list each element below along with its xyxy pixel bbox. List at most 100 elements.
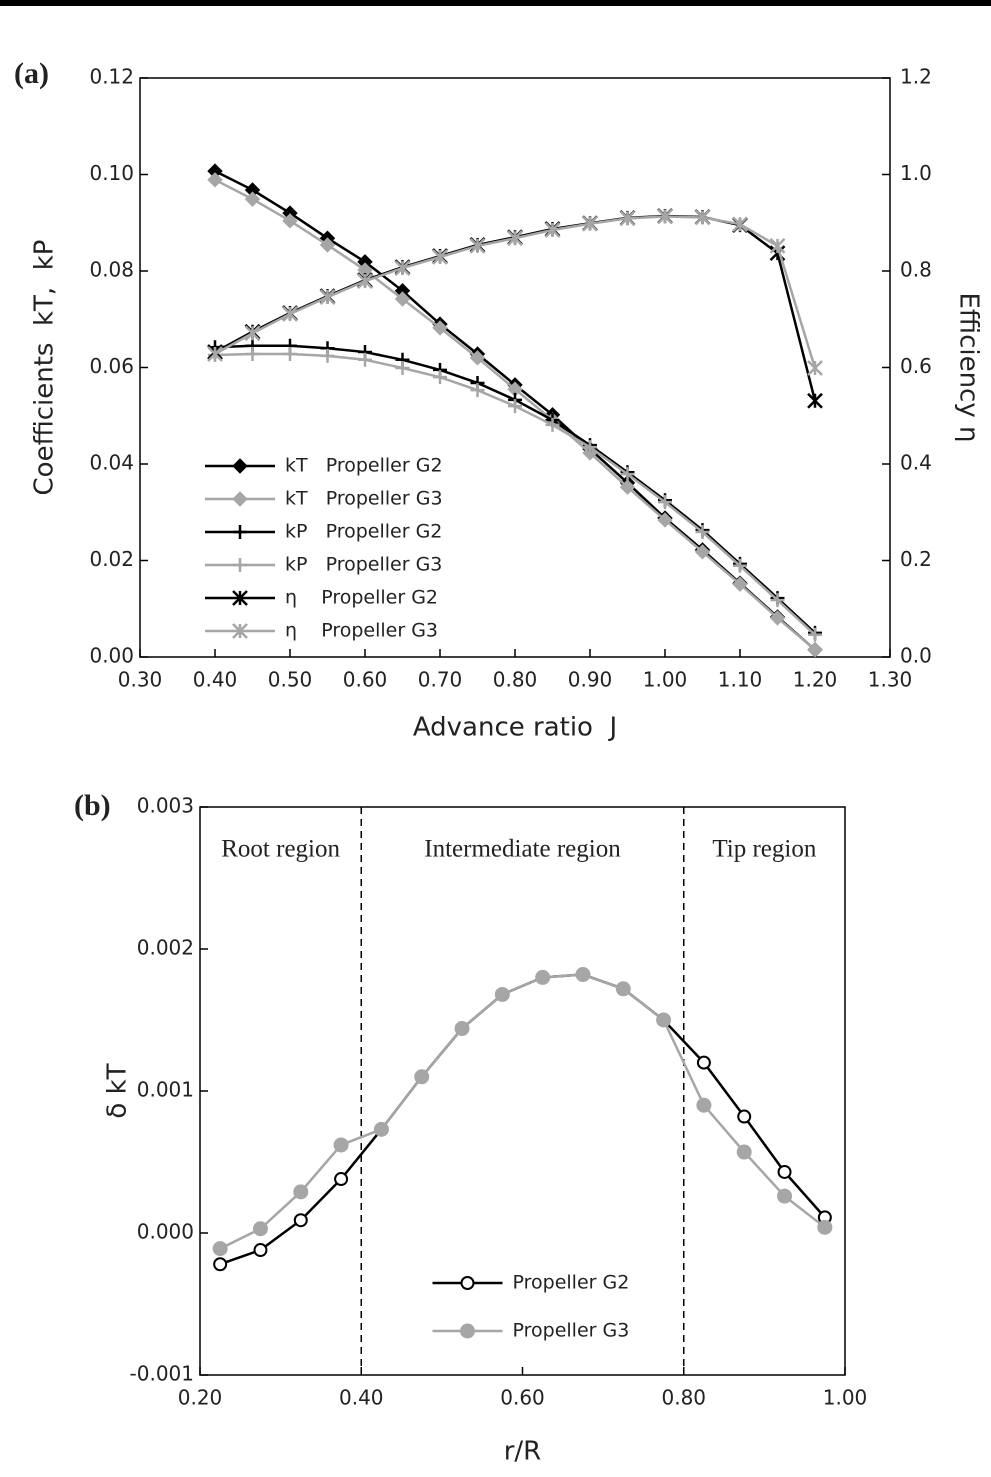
marker bbox=[232, 590, 248, 606]
region-label: Root region bbox=[221, 836, 340, 863]
legend-label: kP Propeller G3 bbox=[285, 554, 442, 576]
marker bbox=[334, 1172, 349, 1187]
y-tick-label: 0.003 bbox=[137, 794, 194, 818]
marker bbox=[582, 215, 598, 232]
y2-tick-label: 0.4 bbox=[900, 451, 932, 475]
panel-label: (a) bbox=[14, 57, 49, 90]
marker bbox=[244, 191, 261, 207]
y-tick-label: 0.00 bbox=[89, 644, 134, 668]
marker bbox=[232, 491, 248, 507]
marker bbox=[694, 209, 711, 226]
marker bbox=[232, 458, 248, 474]
marker bbox=[544, 222, 561, 238]
marker bbox=[732, 216, 748, 233]
x-tick-label: 1.00 bbox=[823, 1386, 868, 1410]
legend-label: Propeller G2 bbox=[513, 1272, 630, 1294]
x-tick-label: 1.20 bbox=[793, 668, 838, 692]
y-tick-label: 0.002 bbox=[137, 936, 194, 960]
marker bbox=[469, 350, 486, 366]
marker bbox=[460, 1323, 475, 1339]
marker bbox=[293, 1213, 308, 1228]
y-tick-label: 0.000 bbox=[137, 1220, 194, 1244]
marker bbox=[656, 1012, 672, 1028]
legend-label: kT Propeller G2 bbox=[285, 455, 443, 477]
marker bbox=[769, 610, 786, 626]
marker bbox=[232, 623, 248, 639]
marker bbox=[508, 399, 522, 414]
marker bbox=[207, 346, 223, 362]
marker bbox=[494, 986, 510, 1002]
marker bbox=[394, 291, 411, 307]
marker bbox=[395, 360, 410, 375]
marker bbox=[777, 1164, 792, 1179]
marker bbox=[469, 238, 486, 254]
x-tick-label: 0.70 bbox=[418, 668, 463, 692]
marker bbox=[736, 1144, 752, 1160]
y2-tick-label: 0.0 bbox=[900, 644, 932, 668]
y2-tick-label: 0.6 bbox=[900, 354, 932, 378]
marker bbox=[320, 348, 335, 363]
marker bbox=[575, 967, 591, 983]
marker bbox=[252, 1221, 268, 1237]
marker bbox=[808, 627, 822, 642]
x-tick-label: 0.80 bbox=[493, 668, 538, 692]
marker bbox=[432, 320, 448, 336]
legend-label: Propeller G3 bbox=[513, 1320, 630, 1342]
y2-tick-label: 0.8 bbox=[900, 258, 932, 282]
x-axis-label: r/R bbox=[504, 1437, 542, 1467]
marker bbox=[283, 346, 297, 361]
marker bbox=[694, 544, 711, 560]
legend-label: kP Propeller G2 bbox=[285, 521, 442, 543]
y-tick-label: 0.08 bbox=[89, 258, 134, 282]
marker bbox=[733, 558, 747, 573]
region-label: Intermediate region bbox=[424, 836, 621, 863]
x-tick-label: 0.30 bbox=[118, 668, 163, 692]
legend-label: η Propeller G3 bbox=[285, 620, 438, 642]
x-axis-label: Advance ratio J bbox=[413, 713, 617, 743]
series-line bbox=[214, 178, 816, 651]
marker bbox=[253, 1243, 268, 1258]
series-line bbox=[219, 973, 826, 1250]
legend-label: kT Propeller G3 bbox=[285, 488, 443, 510]
y-tick-label: 0.02 bbox=[89, 547, 134, 571]
marker bbox=[507, 230, 523, 247]
y-axis-label: Coefficients kT, kP bbox=[30, 240, 60, 496]
y2-tick-label: 0.2 bbox=[900, 547, 932, 571]
region-label: Tip region bbox=[712, 836, 816, 863]
y-tick-label: -0.001 bbox=[130, 1362, 194, 1386]
y-tick-label: 0.10 bbox=[89, 161, 134, 185]
marker bbox=[545, 417, 560, 432]
marker bbox=[737, 1109, 752, 1124]
marker bbox=[470, 383, 485, 398]
marker bbox=[619, 210, 636, 227]
x-tick-label: 0.80 bbox=[661, 1386, 706, 1410]
y-tick-label: 0.12 bbox=[89, 65, 134, 89]
x-tick-label: 0.60 bbox=[500, 1386, 545, 1410]
marker bbox=[620, 467, 635, 482]
x-tick-label: 1.10 bbox=[718, 668, 763, 692]
marker bbox=[454, 1021, 470, 1037]
x-tick-label: 0.90 bbox=[568, 668, 613, 692]
marker bbox=[657, 208, 673, 225]
marker bbox=[432, 249, 448, 265]
y-tick-label: 0.06 bbox=[89, 354, 134, 378]
plot-frame bbox=[139, 77, 891, 658]
marker bbox=[293, 1184, 309, 1200]
marker bbox=[732, 576, 748, 592]
marker bbox=[770, 593, 785, 608]
marker bbox=[414, 1069, 430, 1085]
marker bbox=[807, 642, 823, 658]
marker bbox=[535, 969, 551, 985]
marker bbox=[373, 1121, 389, 1137]
x-tick-label: 1.30 bbox=[868, 668, 913, 692]
x-tick-label: 1.00 bbox=[643, 668, 688, 692]
y2-axis-label: Efficiency η bbox=[954, 293, 984, 443]
y-axis-label: δ kT bbox=[103, 1063, 133, 1118]
marker bbox=[657, 512, 673, 528]
marker bbox=[460, 1276, 475, 1290]
marker bbox=[244, 325, 261, 342]
marker bbox=[615, 981, 631, 997]
marker bbox=[233, 558, 247, 572]
